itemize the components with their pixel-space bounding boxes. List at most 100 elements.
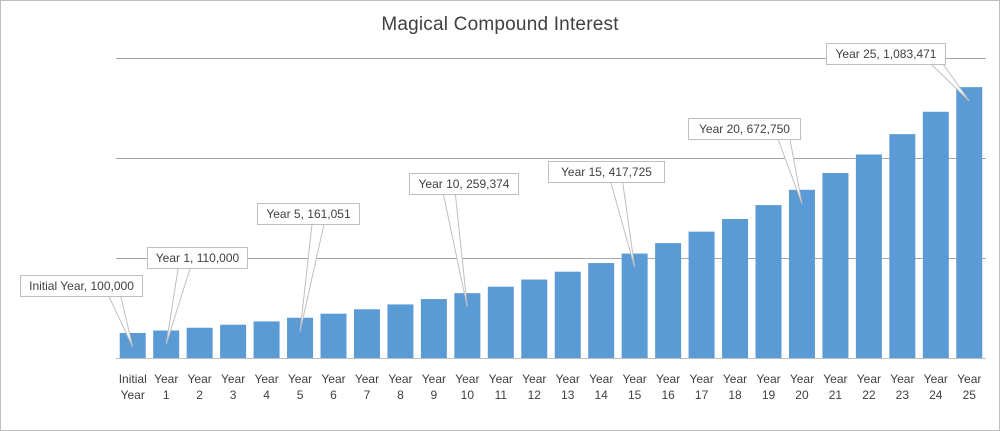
callout-25: Year 25, 1,083,471 <box>826 43 970 102</box>
tick-label-line: 14 <box>595 388 609 402</box>
bar-16 <box>655 243 682 358</box>
bar-22 <box>855 154 882 358</box>
bar-4 <box>253 321 280 358</box>
tick-label-line: Year <box>321 372 345 386</box>
tick-label-19: Year 19 <box>756 372 780 402</box>
bar-23 <box>889 134 916 358</box>
tick-label-line: Initial <box>119 372 147 386</box>
tick-label-line: 21 <box>829 388 843 402</box>
chart-title: Magical Compound Interest <box>381 14 619 35</box>
tick-label-1: Year 1 <box>154 372 178 402</box>
tick-label-16: Year 16 <box>656 372 680 402</box>
tick-label-14: Year 14 <box>589 372 613 402</box>
tick-label-line: 2 <box>196 388 203 402</box>
tick-label-2: Year 2 <box>188 372 212 402</box>
tick-label-3: Year 3 <box>221 372 245 402</box>
tick-label-line: Year <box>188 372 212 386</box>
callout-leader <box>299 223 325 332</box>
tick-label-line: Year <box>121 388 145 402</box>
tick-label-10: Year 10 <box>455 372 479 402</box>
bar-21 <box>822 172 849 358</box>
tick-label-line: 24 <box>929 388 943 402</box>
tick-label-4: Year 4 <box>254 372 278 402</box>
tick-label-9: Year 9 <box>422 372 446 402</box>
tick-label-line: Year <box>355 372 379 386</box>
data-callouts: Initial Year, 100,000 Year 1, 110,000 Year… <box>20 43 970 348</box>
tick-label-line: 15 <box>628 388 642 402</box>
data-label-25: Year 25, 1,083,471 <box>836 47 937 61</box>
data-label-5: Year 5, 161,051 <box>266 207 351 221</box>
tick-label-line: 3 <box>230 388 237 402</box>
tick-label-line: 23 <box>896 388 910 402</box>
bar-3 <box>220 324 247 358</box>
tick-label-line: Year <box>154 372 178 386</box>
bar-18 <box>722 219 749 358</box>
bar-24 <box>922 111 949 358</box>
tick-label-line: Year <box>388 372 412 386</box>
tick-label-line: Year <box>756 372 780 386</box>
bar-9 <box>420 299 447 358</box>
tick-label-24: Year 24 <box>924 372 948 402</box>
tick-label-line: Year <box>723 372 747 386</box>
tick-label-line: 4 <box>263 388 270 402</box>
tick-label-21: Year 21 <box>823 372 847 402</box>
callout-leader <box>930 63 970 102</box>
data-label-0: Initial Year, 100,000 <box>29 279 134 293</box>
bar-12 <box>521 279 548 358</box>
tick-label-line: Year <box>489 372 513 386</box>
bar-15 <box>621 253 648 358</box>
tick-label-17: Year 17 <box>689 372 713 402</box>
callout-15: Year 15, 417,725 <box>548 161 665 268</box>
tick-label-13: Year 13 <box>556 372 580 402</box>
bars <box>119 87 983 358</box>
callout-box <box>257 203 360 225</box>
gridlines <box>116 58 986 259</box>
data-label-15: Year 15, 417,725 <box>561 165 652 179</box>
tick-label-6: Year 6 <box>321 372 345 402</box>
tick-label-line: Year <box>221 372 245 386</box>
tick-label-5: Year 5 <box>288 372 312 402</box>
bar-11 <box>487 286 514 358</box>
tick-label-line: Year <box>623 372 647 386</box>
tick-label-line: Year <box>656 372 680 386</box>
callout-leader <box>108 295 134 348</box>
tick-label-line: Year <box>522 372 546 386</box>
bar-5 <box>287 317 314 358</box>
callout-box <box>826 43 946 65</box>
bar-6 <box>320 313 347 358</box>
bar-25 <box>956 87 983 358</box>
tick-label-line: Year <box>790 372 814 386</box>
tick-label-line: Year <box>823 372 847 386</box>
callout-10: Year 10, 259,374 <box>409 173 519 308</box>
tick-label-line: Year <box>556 372 580 386</box>
tick-label-line: 11 <box>495 388 508 402</box>
tick-label-0: Initial Year <box>119 372 147 402</box>
callout-leader <box>165 267 191 345</box>
tick-label-line: 10 <box>461 388 475 402</box>
tick-label-line: Year <box>589 372 613 386</box>
tick-label-line: 17 <box>695 388 709 402</box>
tick-label-line: Year <box>689 372 713 386</box>
callout-1: Year 1, 110,000 <box>147 247 248 345</box>
tick-label-25: Year 25 <box>957 372 981 402</box>
tick-label-line: 8 <box>397 388 404 402</box>
bar-13 <box>554 271 581 358</box>
tick-label-20: Year 20 <box>790 372 814 402</box>
tick-label-line: 6 <box>330 388 337 402</box>
callout-20: Year 20, 672,750 <box>688 118 803 204</box>
tick-label-line: 16 <box>661 388 675 402</box>
tick-label-line: Year <box>254 372 278 386</box>
bar-10 <box>454 293 481 358</box>
tick-label-line: Year <box>924 372 948 386</box>
callout-0: Initial Year, 100,000 <box>20 275 143 348</box>
tick-label-line: 18 <box>728 388 742 402</box>
tick-label-line: 13 <box>561 388 575 402</box>
tick-label-23: Year 23 <box>890 372 914 402</box>
tick-label-line: Year <box>422 372 446 386</box>
callout-box <box>688 118 801 140</box>
bar-2 <box>186 327 213 358</box>
bar-17 <box>688 231 715 358</box>
callout-5: Year 5, 161,051 <box>257 203 360 332</box>
tick-label-line: Year <box>455 372 479 386</box>
